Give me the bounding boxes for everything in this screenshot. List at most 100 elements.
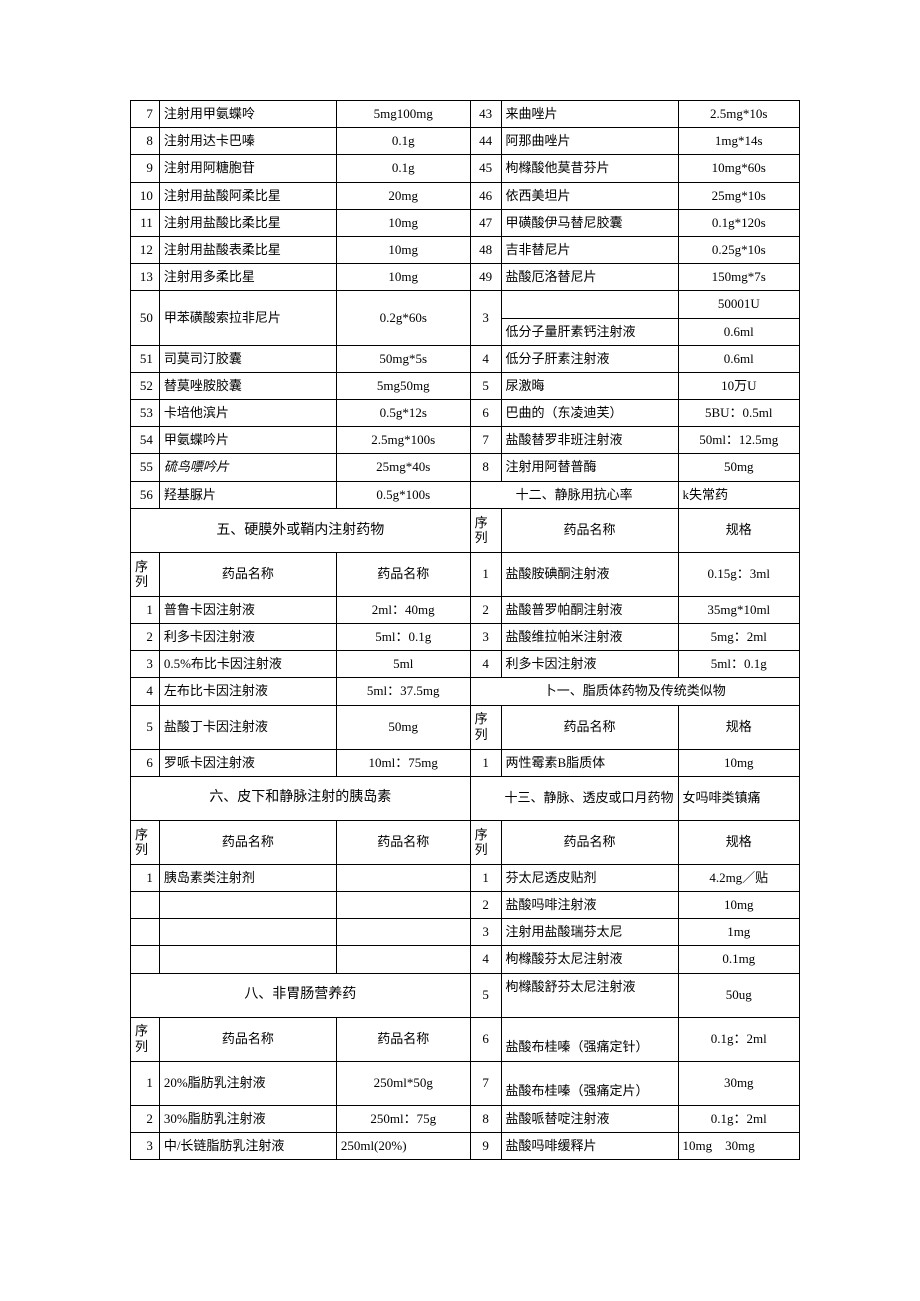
cell: 0.2g*60s [336,291,470,345]
cell: 盐酸布桂嗪（强痛定片） [501,1061,678,1105]
cell: 5 [470,973,501,1017]
cell: 50mg [678,454,799,481]
cell: 0.1g [336,155,470,182]
cell: 45 [470,155,501,182]
cell: 盐酸替罗非班注射液 [501,427,678,454]
cell: 枸橼酸芬太尼注射液 [501,946,678,973]
cell: 序列 [131,820,160,864]
cell: 序列 [470,820,501,864]
table-row: 9注射用阿糖胞苷0.1g45枸橼酸他莫昔芬片10mg*60s [131,155,800,182]
cell: 54 [131,427,160,454]
cell: 46 [470,182,501,209]
cell: 1 [131,596,160,623]
table-row: 11注射用盐酸比柔比星10mg47甲磺酸伊马替尼胶囊0.1g*120s [131,209,800,236]
cell: 7 [470,427,501,454]
cell: 两性霉素B脂质体 [501,749,678,776]
cell: 注射用多柔比星 [159,264,336,291]
table-row: 2利多卡因注射液5ml：0.1g3盐酸维拉帕米注射液5mg：2ml [131,624,800,651]
cell: 250ml：75g [336,1105,470,1132]
cell: 4 [470,946,501,973]
cell: 30%脂肪乳注射液 [159,1105,336,1132]
cell: 六、皮下和静脉注射的胰岛素 [131,776,471,820]
cell [336,891,470,918]
cell: 盐酸吗啡缓释片 [501,1132,678,1159]
cell: 20mg [336,182,470,209]
cell: 0.1g*120s [678,209,799,236]
cell: 中/长链脂肪乳注射液 [159,1132,336,1159]
cell: 1mg [678,919,799,946]
cell: 序列 [131,552,160,596]
cell: 7 [131,101,160,128]
cell [336,946,470,973]
cell: 10mg [336,264,470,291]
cell: 10mg 30mg [678,1132,799,1159]
cell: 0.6ml [678,318,799,345]
cell: 1 [470,552,501,596]
cell: 9 [470,1132,501,1159]
cell: 6 [131,749,160,776]
cell: 卡培他滨片 [159,400,336,427]
cell: 2 [131,624,160,651]
cell: 8 [131,128,160,155]
cell: 0.15g：3ml [678,552,799,596]
cell: 0.5g*12s [336,400,470,427]
cell: 5 [470,372,501,399]
cell: 9 [131,155,160,182]
cell [131,919,160,946]
cell [336,919,470,946]
cell: 序列 [470,508,501,552]
table-row: 六、皮下和静脉注射的胰岛素十三、静脉、透皮或口月药物女吗啡类镇痛 [131,776,800,820]
table-row: 1普鲁卡因注射液2ml：40mg2盐酸普罗帕酮注射液35mg*10ml [131,596,800,623]
cell: 0.5g*100s [336,481,470,508]
cell [336,864,470,891]
cell: 10mg [336,236,470,263]
table-row: 八、非胃肠营养药5枸橼酸舒芬太尼注射液50ug [131,973,800,1017]
table-row: 55硫鸟嘌吟片25mg*40s8注射用阿替普酶50mg [131,454,800,481]
cell: 依西美坦片 [501,182,678,209]
cell: 盐酸吗啡注射液 [501,891,678,918]
cell: 20%脂肪乳注射液 [159,1061,336,1105]
table-row: 7注射用甲氨蝶呤5mg100mg43来曲唑片2.5mg*10s [131,101,800,128]
cell: 十二、静脉用抗心率 [470,481,678,508]
table-row: 4左布比卡因注射液5ml：37.5mg卜一、脂质体药物及传统类似物 [131,678,800,705]
cell: 2 [470,891,501,918]
cell: 3 [131,651,160,678]
cell: 八、非胃肠营养药 [131,973,471,1017]
cell: 250ml(20%) [336,1132,470,1159]
cell: 12 [131,236,160,263]
cell: 4.2mg／贴 [678,864,799,891]
table-row: 1胰岛素类注射剂1芬太尼透皮贴剂4.2mg／贴 [131,864,800,891]
cell: 序列 [131,1017,160,1061]
cell: 1mg*14s [678,128,799,155]
cell: 53 [131,400,160,427]
cell: 55 [131,454,160,481]
cell: 5 [131,705,160,749]
cell: 序列 [470,705,501,749]
cell: 规格 [678,705,799,749]
cell: 司莫司汀胶囊 [159,345,336,372]
cell: 药品名称 [159,552,336,596]
cell: 注射用阿糖胞苷 [159,155,336,182]
cell: 3 [470,624,501,651]
cell: 0.1g：2ml [678,1017,799,1061]
cell: 6 [470,400,501,427]
cell: 25mg*40s [336,454,470,481]
cell: 5ml [336,651,470,678]
cell: 13 [131,264,160,291]
cell: 4 [470,345,501,372]
cell: 30mg [678,1061,799,1105]
cell: 阿那曲唑片 [501,128,678,155]
cell: 2 [131,1105,160,1132]
cell: k失常药 [678,481,799,508]
cell: 50ug [678,973,799,1017]
cell: 0.1g：2ml [678,1105,799,1132]
cell: 0.1g [336,128,470,155]
cell: 50mg*5s [336,345,470,372]
table-row: 56羟基脲片0.5g*100s十二、静脉用抗心率k失常药 [131,481,800,508]
cell: 来曲唑片 [501,101,678,128]
cell: 50ml：12.5mg [678,427,799,454]
cell: 药品名称 [336,1017,470,1061]
table-row: 序列药品名称药品名称1盐酸胺碘酮注射液0.15g：3ml [131,552,800,596]
table-row: 53卡培他滨片0.5g*12s6巴曲的（东凌迪芙）5BU：0.5ml [131,400,800,427]
cell: 35mg*10ml [678,596,799,623]
